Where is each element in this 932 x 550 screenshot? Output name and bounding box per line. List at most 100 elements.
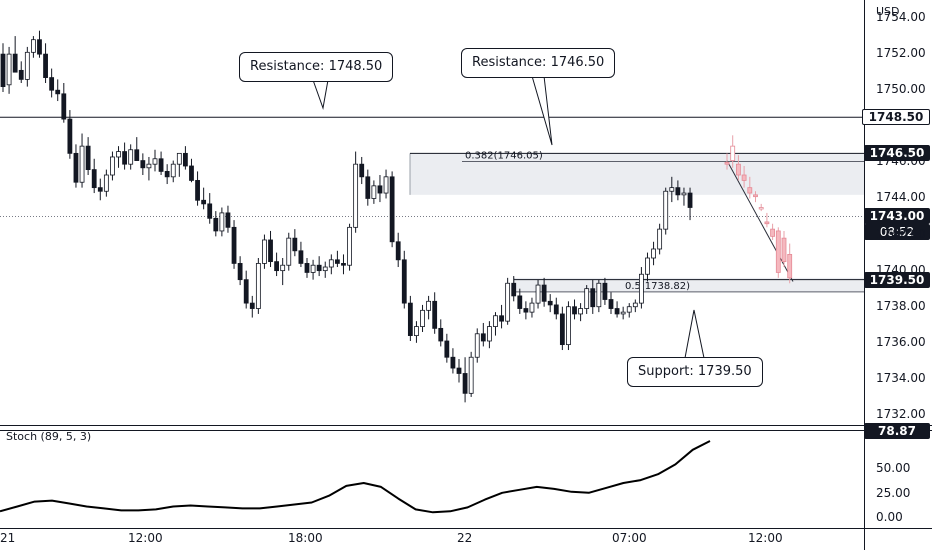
- candle-96: [584, 288, 590, 309]
- candle-43: [262, 239, 267, 264]
- y-tick-5: 1742.00: [876, 226, 926, 241]
- candle-72: [438, 327, 444, 342]
- countdown-tag: 08:52: [864, 223, 930, 240]
- candle-45: [274, 261, 280, 272]
- candle-92: [559, 313, 565, 346]
- candle-4: [24, 51, 30, 80]
- candle-48: [292, 237, 298, 252]
- candle-66: [401, 259, 407, 304]
- candle-63: [383, 176, 389, 194]
- candle-54: [328, 259, 334, 268]
- resistance-callout-1748[interactable]: Resistance: 1748.50: [239, 52, 394, 82]
- callout-pointers: [312, 75, 705, 359]
- candle-41: [249, 302, 255, 309]
- proj-candle-11: [787, 253, 793, 279]
- candle-60: [365, 176, 371, 199]
- candle-1: [6, 53, 12, 86]
- candle-23: [140, 160, 146, 169]
- stoch-tick-1: 25.00: [876, 485, 911, 500]
- fib-label-1: 0.5(1738.82): [625, 281, 690, 292]
- candle-68: [414, 326, 419, 336]
- candle-85: [517, 295, 523, 309]
- x-tick-2: 18:00: [288, 531, 323, 545]
- candle-90: [547, 300, 553, 306]
- proj-candle-9: [775, 230, 781, 273]
- candle-107: [651, 248, 656, 259]
- candle-38: [231, 226, 237, 264]
- candle-61: [371, 185, 377, 199]
- candle-80: [486, 326, 492, 342]
- zone-0: [410, 153, 864, 195]
- y-tick-4: 1744.00: [876, 190, 926, 205]
- candle-82: [499, 315, 504, 322]
- proj-candle-8: [770, 228, 775, 237]
- x-tick-5: 12:00: [748, 531, 783, 545]
- candle-8: [49, 77, 55, 91]
- candle-44: [268, 239, 273, 263]
- candle-17: [103, 174, 109, 192]
- zones-layer: [409, 153, 864, 293]
- candle-22: [134, 149, 140, 161]
- candle-32: [195, 180, 200, 201]
- zone-1: [514, 277, 864, 293]
- candle-108: [657, 228, 663, 250]
- candle-19: [116, 151, 121, 158]
- currency-label: USD: [876, 5, 900, 18]
- candle-67: [407, 302, 413, 336]
- fib-label-0: 0.382(1746.05): [465, 150, 543, 161]
- proj-candle-1: [730, 145, 736, 161]
- candle-88: [535, 284, 541, 304]
- candle-2: [12, 53, 18, 73]
- candle-56: [341, 263, 346, 266]
- candle-110: [669, 187, 675, 192]
- candle-113: [687, 192, 693, 208]
- stoch-title: Stoch (89, 5, 3): [6, 430, 92, 443]
- x-tick-1: 12:00: [128, 531, 163, 545]
- candle-50: [304, 263, 310, 273]
- candle-93: [566, 306, 571, 346]
- candle-65: [395, 241, 401, 261]
- candle-73: [444, 340, 450, 358]
- x-tick-3: 22: [457, 531, 473, 545]
- proj-candle-4: [747, 187, 753, 194]
- candle-71: [432, 300, 438, 329]
- candle-9: [55, 89, 61, 95]
- candle-87: [529, 302, 535, 313]
- y-tick-6: 1740.00: [876, 262, 926, 277]
- candle-95: [578, 308, 583, 315]
- candle-0: [0, 53, 6, 88]
- stoch-layer: [0, 440, 711, 514]
- current-price-tag: 1743.00: [864, 207, 930, 224]
- candle-25: [152, 158, 158, 165]
- x-tick-0: 21: [0, 531, 16, 545]
- candle-30: [182, 152, 188, 167]
- proj-candle-6: [758, 207, 764, 210]
- resistance-callout-1746[interactable]: Resistance: 1746.50: [461, 48, 616, 78]
- candle-64: [389, 176, 395, 243]
- candle-13: [79, 145, 85, 183]
- y-tick-3: 1746.00: [876, 154, 926, 169]
- candle-10: [61, 93, 67, 120]
- candle-81: [493, 315, 498, 327]
- candle-76: [462, 373, 468, 394]
- y-tick-2: 1750.00: [876, 82, 926, 97]
- support-callout-1739[interactable]: Support: 1739.50: [627, 357, 763, 387]
- pointer-1746: [531, 75, 553, 146]
- candle-7: [43, 53, 48, 78]
- candle-105: [639, 273, 644, 304]
- price-tag-1739-50: 1739.50: [864, 271, 930, 288]
- candle-55: [334, 259, 340, 264]
- candle-42: [255, 263, 261, 309]
- proj-candle-10: [781, 237, 787, 263]
- candle-111: [675, 187, 681, 196]
- candle-97: [590, 288, 596, 308]
- proj-candle-3: [741, 174, 747, 181]
- candle-49: [298, 250, 304, 264]
- price-tag-1748-50: 1748.50: [862, 109, 930, 126]
- y-tick-10: 1732.00: [876, 406, 926, 421]
- proj-candle-7: [764, 221, 770, 225]
- candles-layer: [0, 30, 693, 403]
- candle-27: [164, 171, 170, 178]
